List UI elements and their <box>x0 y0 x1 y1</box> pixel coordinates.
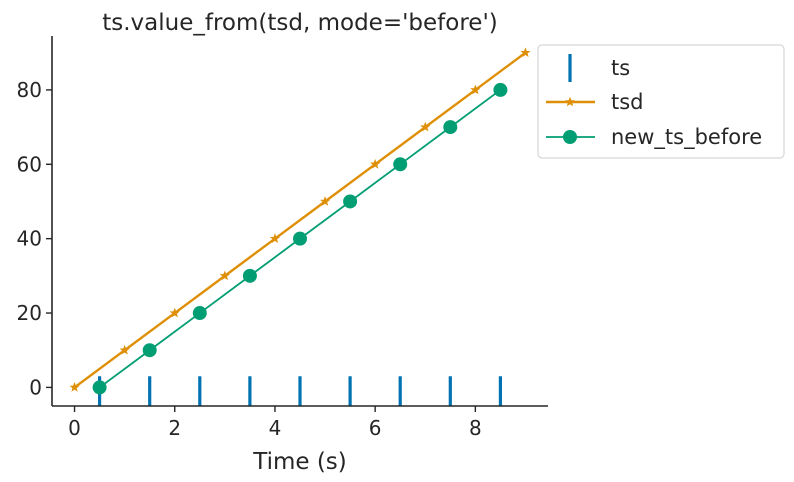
plot-area <box>69 47 531 406</box>
data-point <box>269 233 281 243</box>
data-point <box>470 84 481 95</box>
data-point <box>242 268 257 283</box>
x-tick-label: 2 <box>168 416 181 440</box>
y-tick-label: 60 <box>17 152 42 176</box>
data-point <box>69 382 80 392</box>
legend: ts tsd new_ts_before <box>537 44 785 159</box>
chart-title: ts.value_from(tsd, mode='before') <box>102 10 498 36</box>
y-tick-label: 80 <box>17 78 42 102</box>
series-tsd <box>69 47 531 392</box>
y-ticks: 0 20 40 60 80 <box>17 78 52 399</box>
x-tick-label: 4 <box>269 416 282 440</box>
series-new-ts-before <box>92 82 508 395</box>
data-point <box>393 157 408 172</box>
data-point <box>370 158 381 169</box>
data-point <box>219 270 230 281</box>
data-point <box>92 380 107 395</box>
x-tick-label: 6 <box>369 416 382 440</box>
data-point <box>343 194 358 209</box>
data-point <box>293 231 307 246</box>
legend-label: ts <box>611 56 630 80</box>
x-axis-label: Time (s) <box>252 449 347 475</box>
y-tick-label: 0 <box>29 375 42 399</box>
legend-item-tsd: tsd <box>546 90 644 114</box>
legend-item-new-ts-before: new_ts_before <box>546 125 762 150</box>
legend-marker <box>563 130 577 144</box>
data-point <box>192 306 207 321</box>
data-point <box>119 344 130 355</box>
y-tick-label: 40 <box>17 227 42 251</box>
legend-label: new_ts_before <box>611 125 762 150</box>
data-point <box>443 120 458 135</box>
data-point <box>520 47 531 58</box>
x-tick-label: 8 <box>469 416 482 440</box>
legend-label: tsd <box>611 90 644 114</box>
x-tick-label: 0 <box>68 416 81 440</box>
legend-marker <box>564 96 576 107</box>
data-point <box>142 343 157 358</box>
series-line <box>73 51 527 389</box>
data-point <box>319 196 331 206</box>
x-ticks: 0 2 4 6 8 <box>68 406 482 440</box>
legend-frame <box>537 44 785 159</box>
data-point <box>420 121 431 132</box>
legend-item-ts: ts <box>568 54 630 82</box>
data-point <box>493 82 508 97</box>
y-tick-label: 20 <box>17 301 42 325</box>
series-ts <box>97 376 503 406</box>
data-point <box>169 307 180 318</box>
